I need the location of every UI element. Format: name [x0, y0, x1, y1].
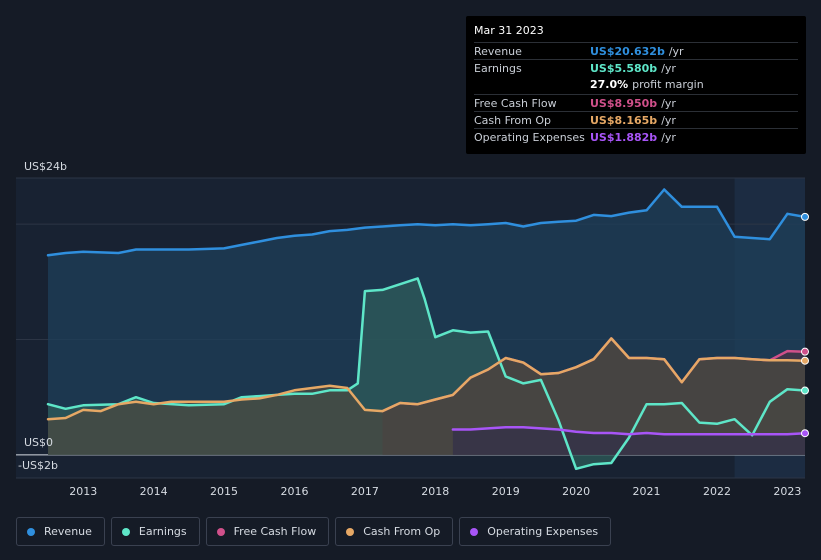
x-tick-label: 2020 [562, 485, 590, 498]
y-axis-top-label: US$24b [24, 160, 68, 173]
revenue-line [46, 188, 807, 257]
tooltip-row-profit-margin: 27.0% profit margin [474, 76, 798, 93]
tooltip-value: 27.0% [590, 78, 629, 92]
tooltip-value: US$5.580b [590, 62, 658, 76]
y-axis-zero-label: US$0 [24, 436, 54, 449]
legend-dot-icon [346, 527, 355, 536]
tooltip-label: Revenue [474, 45, 522, 58]
tooltip-date: Mar 31 2023 [474, 24, 544, 37]
operating-expenses-line [451, 425, 807, 436]
tooltip-row-operating-expenses: Operating Expenses US$1.882b /yr [474, 127, 798, 145]
earnings-end-point [801, 386, 809, 395]
tooltip-unit: /yr [661, 96, 676, 110]
legend-dot-icon [27, 527, 35, 536]
cash-from-op-line [46, 337, 807, 421]
x-tick-label: 2023 [773, 485, 801, 498]
x-tick-label: 2016 [280, 485, 308, 498]
legend-label: Revenue [44, 525, 92, 538]
tooltip-unit: /yr [668, 45, 684, 58]
tooltip-unit: profit margin [632, 78, 704, 92]
legend-label: Cash From Op [363, 525, 441, 538]
tooltip-label: Cash From Op [474, 113, 552, 127]
tooltip-row-earnings: Earnings US$5.580b /yr [474, 59, 798, 76]
tooltip-label: Operating Expenses [474, 130, 585, 144]
x-tick-label: 2018 [421, 485, 449, 498]
tooltip-label: Earnings [474, 62, 522, 76]
x-tick-label: 2022 [703, 485, 731, 498]
tooltip-unit: /yr [661, 62, 676, 76]
tooltip-value: US$20.632b [590, 45, 665, 58]
legend-label: Free Cash Flow [233, 525, 317, 538]
legend-dot-icon [470, 527, 479, 536]
legend-item-cash-from-op[interactable]: Cash From Op [335, 517, 454, 546]
tooltip-label [474, 76, 590, 93]
tooltip: Mar 31 2023 Revenue US$20.632b /yr Earni… [466, 16, 806, 154]
cash-from-op-area [48, 338, 805, 455]
x-tick-label: 2013 [69, 485, 97, 498]
x-tick-label: 2019 [492, 485, 520, 498]
tooltip-unit: /yr [661, 130, 676, 144]
x-tick-label: 2017 [351, 485, 379, 498]
tooltip-value: US$8.165b [590, 113, 658, 127]
x-tick-label: 2015 [210, 485, 238, 498]
legend-item-operating-expenses[interactable]: Operating Expenses [459, 517, 612, 546]
earnings-line [46, 277, 807, 471]
tooltip-row-revenue: Revenue US$20.632b /yr [474, 42, 798, 59]
tooltip-row-free-cash-flow: Free Cash Flow US$8.950b /yr [474, 93, 798, 111]
legend-label: Earnings [138, 525, 187, 538]
revenue-end-point [801, 212, 809, 221]
legend-dot-icon [216, 527, 225, 536]
tooltip-unit: /yr [661, 113, 676, 127]
x-tick-label: 2021 [633, 485, 661, 498]
legend-label: Operating Expenses [487, 525, 599, 538]
tooltip-row-cash-from-op: Cash From Op US$8.165b /yr [474, 110, 798, 128]
operating-expenses-area [452, 427, 805, 455]
y-axis-bottom-label: -US$2b [18, 459, 58, 472]
legend-item-free-cash-flow[interactable]: Free Cash Flow [205, 517, 330, 546]
tooltip-value: US$1.882b [590, 130, 658, 144]
legend-item-revenue[interactable]: Revenue [16, 517, 105, 546]
x-tick-label: 2014 [140, 485, 168, 498]
cash-from-op-end-point [801, 356, 809, 365]
legend: Revenue Earnings Free Cash Flow Cash Fro… [16, 517, 612, 546]
operating-expenses-end-point [801, 429, 809, 438]
legend-item-earnings[interactable]: Earnings [110, 517, 200, 546]
free-cash-flow-end-point [801, 347, 809, 356]
tooltip-value: US$8.950b [590, 96, 658, 110]
legend-dot-icon [121, 527, 130, 536]
tooltip-label: Free Cash Flow [474, 96, 557, 110]
